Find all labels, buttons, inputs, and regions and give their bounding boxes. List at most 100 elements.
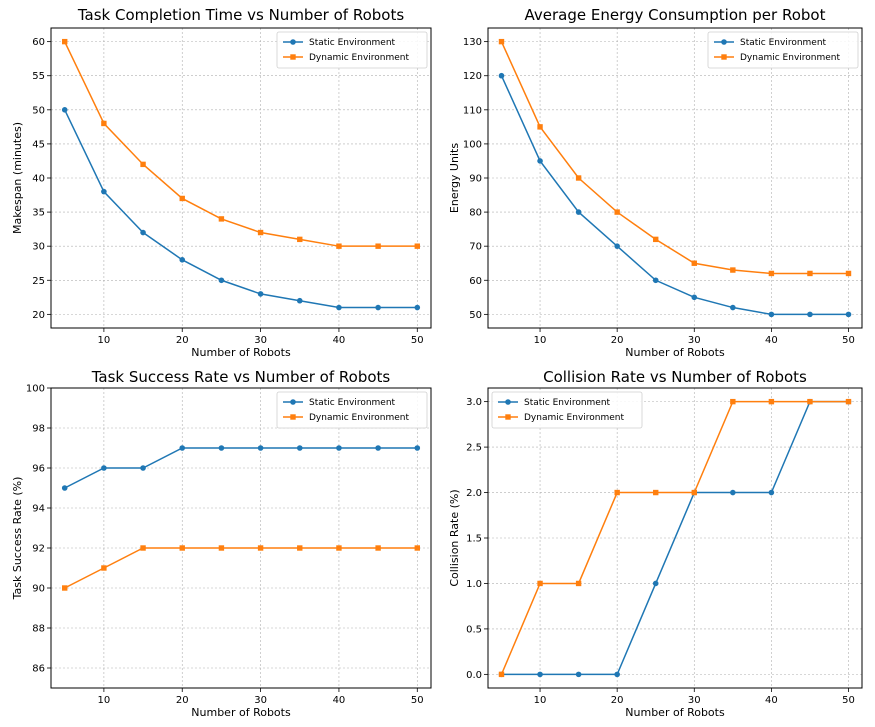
x-tick-label: 30 <box>254 335 267 346</box>
data-point-dynamic <box>101 565 107 571</box>
data-point-dynamic <box>257 229 264 236</box>
data-point-static <box>101 465 107 471</box>
legend-label: Static Environment <box>740 38 827 48</box>
legend-marker-static <box>721 39 727 45</box>
x-tick-label: 10 <box>534 335 547 346</box>
data-point-static <box>498 72 505 79</box>
y-tick-label: 0.5 <box>466 624 482 635</box>
data-point-static <box>296 297 303 304</box>
data-point-dynamic <box>218 545 225 551</box>
data-point-dynamic <box>614 209 620 215</box>
legend-label: Static Environment <box>524 398 611 408</box>
series-line-dynamic <box>500 41 849 275</box>
series-line-static <box>64 109 418 309</box>
y-tick-label: 45 <box>32 139 45 150</box>
x-tick-label: 30 <box>688 335 701 346</box>
data-point-static <box>179 257 186 263</box>
data-point-static <box>730 304 736 311</box>
data-point-static <box>652 580 659 587</box>
data-point-static <box>336 304 342 311</box>
data-point-dynamic <box>336 243 342 249</box>
data-point-static <box>101 188 107 195</box>
data-point-static <box>614 671 620 678</box>
y-tick-label: 40 <box>32 174 45 185</box>
chart-panel-2: 10 20 30 40 50 50 60 70 80 90 100 110 120 130 Average … <box>448 6 863 359</box>
data-point-dynamic <box>691 260 697 266</box>
data-point-static <box>414 445 421 451</box>
x-axis-label: Number of Robots <box>625 706 725 719</box>
series-line-static <box>500 75 849 316</box>
legend-marker-static <box>290 39 296 45</box>
y-tick-label: 100 <box>26 384 45 395</box>
data-point-dynamic <box>297 236 303 243</box>
data-point-static <box>537 158 543 164</box>
y-axis-label: Task Success Rate (%) <box>11 477 24 601</box>
data-point-static <box>336 445 342 451</box>
y-axis-label: Collision Rate (%) <box>448 489 461 586</box>
y-tick-label: 90 <box>469 174 482 185</box>
x-tick-label: 50 <box>842 335 855 346</box>
data-point-dynamic <box>336 545 342 551</box>
y-tick-label: 55 <box>32 71 45 82</box>
data-point-dynamic <box>62 38 68 45</box>
y-axis-label: Energy Units <box>448 143 461 213</box>
x-tick-label: 30 <box>254 695 267 706</box>
legend-marker-dynamic <box>721 54 727 60</box>
y-tick-label: 1.5 <box>466 534 482 545</box>
y-tick-label: 20 <box>32 310 45 321</box>
data-point-dynamic <box>498 671 505 678</box>
data-point-dynamic <box>614 489 620 496</box>
chart-panel-3: 10 20 30 40 50 86 88 90 92 94 96 98 100 Task Success … <box>11 368 432 719</box>
data-point-static <box>652 277 659 284</box>
data-point-dynamic <box>414 545 420 551</box>
data-point-static <box>140 465 146 471</box>
x-tick-label: 10 <box>534 695 547 706</box>
y-tick-label: 80 <box>469 208 482 219</box>
series-line-dynamic <box>500 400 849 675</box>
data-point-dynamic <box>730 267 736 273</box>
series-line-static <box>64 447 418 489</box>
data-point-static <box>414 304 421 311</box>
legend-box <box>276 31 428 69</box>
x-tick-label: 40 <box>765 695 778 706</box>
data-point-static <box>691 294 698 301</box>
legend-marker-dynamic <box>290 54 296 60</box>
data-point-static <box>375 445 381 451</box>
y-tick-label: 96 <box>32 464 45 475</box>
x-tick-label: 20 <box>611 695 624 706</box>
data-point-dynamic <box>537 124 543 130</box>
data-point-dynamic <box>179 195 185 202</box>
data-point-dynamic <box>653 489 659 496</box>
legend-marker-static <box>505 399 511 405</box>
data-point-static <box>537 671 543 678</box>
legend: Static Environment Dynamic Environment <box>707 31 859 69</box>
y-tick-label: 120 <box>463 71 482 82</box>
data-point-static <box>296 445 303 451</box>
data-point-dynamic <box>140 545 146 551</box>
chart-panel-1: 10 20 30 40 50 20 25 30 35 40 45 50 55 60 Task Complet… <box>11 6 432 359</box>
data-point-dynamic <box>845 270 852 277</box>
x-tick-label: 30 <box>688 695 701 706</box>
data-point-dynamic <box>730 398 736 405</box>
data-point-static <box>61 107 68 113</box>
x-tick-label: 40 <box>333 335 346 346</box>
data-point-static <box>61 485 68 491</box>
y-tick-label: 110 <box>463 105 482 116</box>
y-tick-label: 70 <box>469 242 482 253</box>
data-point-static <box>375 304 381 311</box>
x-axis-label: Number of Robots <box>191 346 291 359</box>
y-tick-label: 88 <box>32 624 45 635</box>
y-tick-label: 94 <box>32 504 45 515</box>
data-point-dynamic <box>845 398 852 405</box>
data-point-static <box>807 311 813 318</box>
chart-title: Task Completion Time vs Number of Robots <box>77 6 405 24</box>
x-tick-label: 40 <box>765 335 778 346</box>
y-tick-label: 60 <box>469 276 482 287</box>
chart-title: Average Energy Consumption per Robot <box>525 6 826 24</box>
chart-title: Task Success Rate vs Number of Robots <box>91 368 391 386</box>
axes-frame <box>50 387 432 689</box>
y-tick-label: 60 <box>32 37 45 48</box>
y-tick-label: 1.0 <box>466 579 482 590</box>
